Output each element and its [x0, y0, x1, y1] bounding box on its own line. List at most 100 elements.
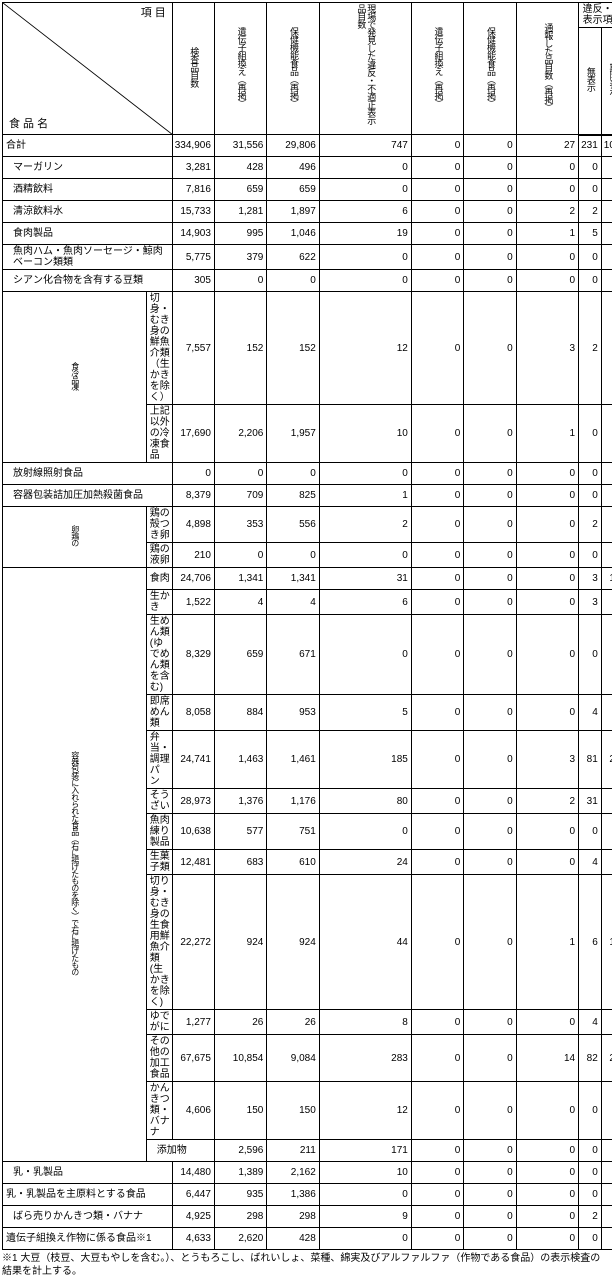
cell-1-8: 0: [601, 157, 612, 179]
cell-4-1: 995: [214, 223, 266, 245]
cell-17-0: 24,741: [172, 731, 214, 789]
footnote: ※1 大豆（枝豆、大豆もやしを含む。）、とうもろこし、ばれいしょ、菜種、綿実及び…: [2, 1252, 610, 1278]
cell-24-6: 0: [516, 1082, 578, 1140]
cell-11-5: 0: [464, 507, 516, 543]
cell-22-4: 0: [411, 1010, 463, 1035]
cell-11-3: 2: [319, 507, 411, 543]
data-row-11: 卵鶏の鶏の殻つき卵4,8983535562000200: [3, 507, 612, 543]
row-name-10: 容器包装詰加圧加熱殺菌食品: [3, 485, 173, 507]
cell-20-1: 683: [214, 850, 266, 875]
cell-2-6: 0: [516, 179, 578, 201]
cell-5-6: 0: [516, 245, 578, 270]
cell-24-0: 4,606: [172, 1082, 214, 1140]
cell-1-4: 0: [411, 157, 463, 179]
cell-8-2: 1,957: [267, 405, 319, 463]
cell-11-8: 0: [601, 507, 612, 543]
cell-29-7: 0: [579, 1228, 602, 1250]
cell-7-2: 152: [267, 292, 319, 405]
cell-2-1: 659: [214, 179, 266, 201]
cell-19-1: 577: [214, 814, 266, 850]
cell-23-0: 67,675: [172, 1035, 214, 1082]
cell-16-6: 0: [516, 695, 578, 731]
cell-21-6: 1: [516, 875, 578, 1010]
cell-1-0: 3,281: [172, 157, 214, 179]
row-name-8: 上記以外の冷凍食品: [146, 405, 172, 463]
cell-10-0: 8,379: [172, 485, 214, 507]
cell-26-5: 0: [464, 1162, 516, 1184]
cell-11-7: 2: [579, 507, 602, 543]
cell-21-8: 10: [601, 875, 612, 1010]
cell-13-0: 24,706: [172, 568, 214, 590]
cell-17-6: 3: [516, 731, 578, 789]
cell-7-1: 152: [214, 292, 266, 405]
row-name-25: 添加物: [146, 1140, 214, 1162]
cell-4-6: 1: [516, 223, 578, 245]
cell-15-1: 659: [214, 615, 266, 695]
cell-28-7: 2: [579, 1206, 602, 1228]
cell-22-5: 0: [464, 1010, 516, 1035]
header-diag-bottom: 食 品 名: [9, 118, 48, 130]
cell-11-2: 556: [267, 507, 319, 543]
cell-1-6: 0: [516, 157, 578, 179]
cell-25-7: 0: [601, 1140, 612, 1162]
data-row-4: 食肉製品14,9039951,04619001568: [3, 223, 612, 245]
row-name-23: その他の加工食品: [146, 1035, 172, 1082]
cell-3-0: 15,733: [172, 201, 214, 223]
cell-20-6: 0: [516, 850, 578, 875]
cell-24-2: 150: [267, 1082, 319, 1140]
cell-13-2: 1,341: [267, 568, 319, 590]
cell-2-5: 0: [464, 179, 516, 201]
row-name-9: 放射線照射食品: [3, 463, 173, 485]
cell-29-2: 428: [267, 1228, 319, 1250]
cell-9-4: 0: [411, 463, 463, 485]
cell-25-2: 171: [319, 1140, 411, 1162]
cell-8-6: 1: [516, 405, 578, 463]
row-name-12: 鶏の液卵: [146, 543, 172, 568]
cell-5-5: 0: [464, 245, 516, 270]
cell-8-1: 2,206: [214, 405, 266, 463]
cell-22-6: 0: [516, 1010, 578, 1035]
col-header-1: 遺伝子組換え（再掲）: [214, 3, 266, 135]
cell-12-0: 210: [172, 543, 214, 568]
row-name-29: 遺伝子組換え作物に係る食品※1: [3, 1228, 173, 1250]
cell-18-4: 0: [411, 789, 463, 814]
cell-13-4: 0: [411, 568, 463, 590]
cell-18-6: 2: [516, 789, 578, 814]
cell-7-6: 3: [516, 292, 578, 405]
row-group-13: 容器包装に入れられた食品（右に揚げたものを除く）で右に揚げたもの: [3, 568, 147, 1162]
cell-6-1: 0: [214, 270, 266, 292]
cell-5-8: 0: [601, 245, 612, 270]
cell-26-2: 2,162: [267, 1162, 319, 1184]
cell-19-8: 0: [601, 814, 612, 850]
cell-15-3: 0: [319, 615, 411, 695]
cell-19-4: 0: [411, 814, 463, 850]
cell-27-6: 0: [516, 1184, 578, 1206]
col-header-5: 保健機能食品（再掲）: [464, 3, 516, 135]
cell-23-4: 0: [411, 1035, 463, 1082]
cell-14-2: 4: [267, 590, 319, 615]
cell-27-8: 0: [601, 1184, 612, 1206]
row-name-4: 食肉製品: [3, 223, 173, 245]
cell-9-0: 0: [172, 463, 214, 485]
cell-3-7: 2: [579, 201, 602, 223]
cell-3-6: 2: [516, 201, 578, 223]
cell-22-7: 4: [579, 1010, 602, 1035]
cell-10-5: 0: [464, 485, 516, 507]
cell-16-1: 884: [214, 695, 266, 731]
cell-11-6: 0: [516, 507, 578, 543]
cell-25-5: 0: [516, 1140, 578, 1162]
cell-27-2: 1,386: [267, 1184, 319, 1206]
cell-13-8: 15: [601, 568, 612, 590]
data-row-7: 食冷品凍切身・むき身の鮮魚介類（生かきを除く）7,557152152120032…: [3, 292, 612, 405]
data-row-10: 容器包装詰加圧加熱殺菌食品8,3797098251000001: [3, 485, 612, 507]
cell-7-8: 3: [601, 292, 612, 405]
cell-27-4: 0: [411, 1184, 463, 1206]
cell-6-4: 0: [411, 270, 463, 292]
cell-11-1: 353: [214, 507, 266, 543]
cell-23-7: 82: [579, 1035, 602, 1082]
data-row-9: 放射線照射食品0000000000: [3, 463, 612, 485]
data-row-27: 乳・乳製品を主原料とする食品6,4479351,3860000000: [3, 1184, 612, 1206]
cell-0-8: 102: [601, 135, 612, 157]
cell-14-3: 6: [319, 590, 411, 615]
row-name-28: ばら売りかんきつ類・バナナ: [3, 1206, 173, 1228]
